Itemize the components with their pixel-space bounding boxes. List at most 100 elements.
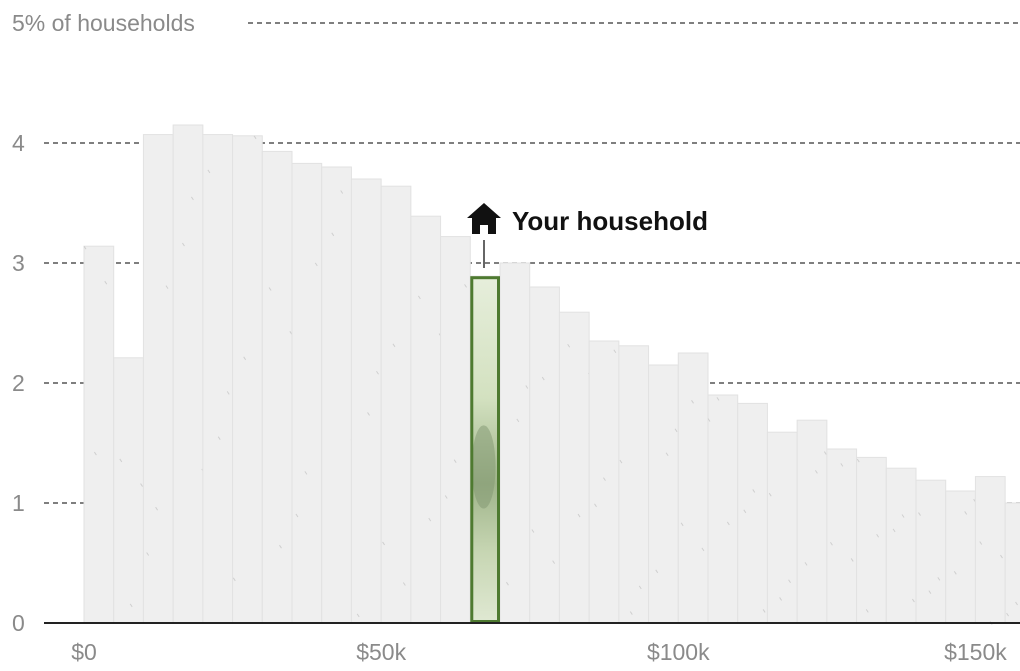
paper-speckle [901, 514, 905, 518]
highlighted-bar [470, 276, 500, 623]
paper-speckle [146, 552, 150, 556]
y-tick-label: 1 [12, 490, 25, 516]
paper-speckle [382, 541, 385, 546]
paper-speckle [918, 512, 921, 516]
histogram-bar [648, 364, 679, 624]
paper-speckle [577, 513, 581, 518]
paper-speckle [217, 436, 221, 440]
paper-speckle [964, 511, 968, 515]
paper-speckle [629, 611, 633, 615]
histogram-bar [232, 135, 263, 624]
paper-speckle [840, 463, 844, 467]
histogram-bar [1004, 502, 1020, 624]
bars [83, 124, 1020, 625]
paper-speckle [453, 459, 457, 463]
histogram-bar [915, 479, 947, 624]
paper-speckle [541, 376, 545, 381]
paper-speckle [165, 285, 169, 289]
paper-speckle [1006, 612, 1009, 617]
paper-speckle [525, 385, 529, 389]
paper-speckle [619, 459, 623, 464]
paper-speckle [788, 579, 791, 584]
histogram-bar [380, 185, 412, 624]
y-axis-label: 5% of households [12, 10, 195, 36]
paper-speckle [691, 400, 694, 404]
histogram-bar [261, 150, 293, 624]
histogram-bar [766, 431, 798, 624]
paper-speckle [567, 343, 571, 348]
paper-speckle [104, 280, 108, 285]
histogram-bar [499, 262, 531, 624]
paper-speckle [226, 391, 230, 395]
histogram-bar [588, 340, 620, 624]
paper-speckle [279, 544, 282, 549]
histogram-bar [885, 467, 917, 624]
paper-speckle [295, 513, 299, 518]
paper-speckle [417, 295, 421, 300]
paper-speckle [716, 397, 720, 401]
paper-speckle [928, 590, 932, 594]
paper-speckle [402, 582, 406, 586]
paper-speckle [552, 560, 556, 564]
y-tick-label: 4 [12, 130, 25, 156]
paper-speckle [701, 547, 705, 552]
paper-speckle [823, 451, 827, 455]
paper-speckle [603, 477, 606, 481]
paper-speckle [638, 585, 642, 590]
paper-speckle [594, 503, 597, 508]
paper-speckle [1015, 601, 1018, 606]
paper-speckle [331, 232, 335, 237]
paper-speckle [464, 284, 467, 288]
paper-speckle [268, 287, 272, 291]
x-tick-label: $150k [944, 639, 1007, 665]
paper-speckle [83, 245, 87, 250]
paper-speckle [182, 242, 185, 247]
paper-speckle [155, 506, 159, 511]
paper-speckle [428, 517, 432, 522]
paper-speckle [232, 577, 236, 582]
paper-speckle [665, 452, 669, 457]
histogram-bar [350, 178, 382, 624]
paper-speckle [392, 343, 396, 348]
paper-speckle [1000, 554, 1003, 559]
histogram-bar [826, 448, 858, 624]
paper-speckle [937, 577, 941, 581]
histogram-bar [677, 352, 709, 624]
paper-speckle [850, 558, 854, 562]
x-tick-label: $100k [647, 639, 710, 665]
paper-speckle [190, 196, 194, 201]
paper-speckle [304, 471, 308, 475]
paper-speckle [340, 190, 344, 194]
y-tick-label: 0 [12, 610, 25, 636]
histogram-bar [618, 345, 650, 624]
histogram-bar [172, 124, 204, 624]
paper-speckle [804, 562, 808, 566]
paper-speckle [743, 509, 747, 514]
paper-speckle [953, 571, 957, 575]
paper-speckle [444, 495, 448, 499]
paper-speckle [119, 458, 123, 463]
paper-speckle [655, 569, 659, 574]
paper-speckle [243, 356, 247, 361]
histogram-bar [974, 476, 1006, 624]
paper-speckle [707, 418, 711, 422]
paper-speckle [830, 542, 833, 546]
histogram-bar [737, 402, 768, 624]
portrait-shading [471, 425, 496, 509]
your-household-label: Your household [512, 206, 708, 236]
histogram-bar [410, 215, 442, 624]
paper-speckle [726, 521, 730, 526]
paper-speckle [856, 458, 860, 463]
paper-speckle [779, 597, 783, 601]
histogram-bar [529, 286, 560, 624]
paper-speckle [93, 451, 97, 456]
paper-speckle [253, 135, 257, 140]
paper-speckle [912, 598, 915, 603]
histogram-bar [707, 394, 739, 624]
paper-speckle [367, 412, 370, 416]
paper-speckle [613, 349, 617, 353]
histogram-bar [440, 236, 471, 624]
histogram-bar [113, 357, 144, 624]
paper-speckle [979, 541, 983, 545]
paper-speckle [531, 529, 535, 533]
